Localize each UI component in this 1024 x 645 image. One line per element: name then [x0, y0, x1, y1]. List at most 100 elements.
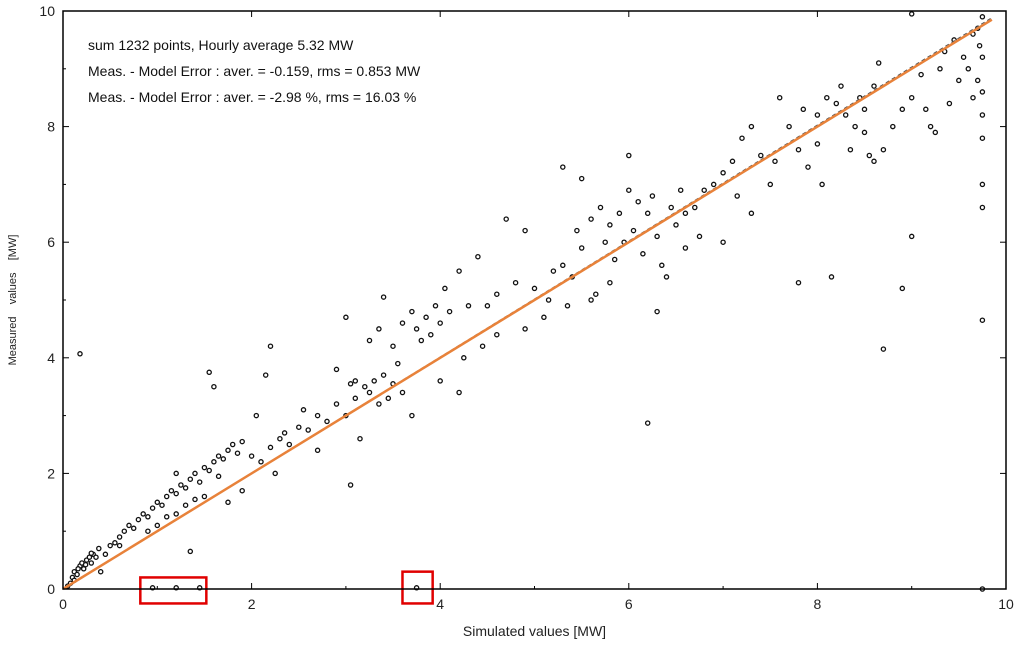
scatter-point	[225, 499, 231, 506]
scatter-point	[277, 435, 283, 442]
scatter-point	[77, 351, 83, 357]
scatter-point	[976, 42, 983, 49]
scatter-point	[456, 268, 462, 274]
scatter-point	[550, 268, 557, 274]
scatter-point	[300, 407, 307, 413]
y-tick-label: 4	[47, 350, 55, 366]
scatter-point	[795, 279, 802, 286]
scatter-point	[564, 303, 571, 309]
scatter-point	[946, 100, 953, 107]
scatter-point	[899, 285, 906, 292]
scatter-point	[970, 94, 976, 101]
scatter-point	[187, 476, 194, 482]
x-axis-title: Simulated values [MW]	[463, 623, 606, 639]
scatter-point	[206, 467, 212, 474]
scatter-point	[979, 89, 986, 95]
scatter-point	[758, 152, 764, 159]
scatter-point	[385, 395, 392, 402]
scatter-point	[937, 66, 943, 72]
axis-ticks: 0 2 4 6 8 10 0 2 4 6 8 10	[39, 3, 1014, 612]
scatter-point	[682, 210, 689, 217]
scatter-point	[173, 511, 179, 517]
scatter-point	[654, 308, 660, 315]
scatter-point	[588, 297, 594, 303]
scatter-point	[352, 395, 359, 402]
scatter-point	[88, 550, 95, 556]
scatter-point	[395, 360, 401, 367]
scatter-point	[182, 485, 189, 491]
y-axis-title: Measured values [MW]	[7, 235, 19, 366]
scatter-point	[918, 71, 924, 78]
scatter-point	[574, 227, 580, 234]
scatter-point	[220, 456, 227, 462]
scatter-point	[875, 60, 882, 66]
scatter-point	[805, 164, 811, 170]
scatter-point	[852, 123, 858, 130]
scatter-point	[229, 441, 236, 448]
x-tick-label: 6	[625, 596, 633, 612]
scatter-point	[979, 14, 986, 20]
scatter-point	[710, 181, 717, 188]
scatter-point	[107, 542, 113, 549]
scatter-point	[484, 303, 491, 309]
y-tick-label: 0	[47, 581, 55, 597]
scatter-point	[663, 274, 670, 280]
scatter-point	[215, 473, 222, 480]
scatter-point	[347, 482, 354, 488]
annotation-line: sum 1232 points, Hourly average 5.32 MW	[88, 37, 354, 53]
scatter-point	[286, 441, 293, 448]
scatter-point	[611, 256, 618, 263]
scatter-point	[267, 343, 274, 349]
scatter-point	[262, 372, 269, 378]
scatter-point	[494, 291, 500, 297]
scatter-point	[677, 187, 684, 193]
scatter-point	[272, 470, 278, 477]
scatter-point	[187, 548, 194, 555]
scatter-point	[560, 262, 566, 269]
scatter-point	[923, 106, 929, 113]
scatter-point	[890, 123, 896, 130]
scatter-point	[828, 274, 835, 280]
scatter-point	[116, 534, 123, 540]
highlight-box	[139, 576, 208, 605]
scatter-point	[960, 54, 967, 60]
scatter-point	[659, 262, 665, 269]
scatter-point	[154, 499, 161, 506]
scatter-point	[333, 401, 340, 407]
scatter-point	[116, 542, 123, 549]
scatter-point	[173, 470, 179, 477]
scatter-point	[927, 123, 934, 130]
scatter-point	[866, 152, 873, 159]
scatter-point	[135, 516, 142, 523]
scatter-point	[908, 11, 915, 17]
scatter-point	[932, 129, 939, 136]
scatter-point	[399, 320, 406, 326]
scatter-point	[512, 279, 519, 286]
scatter-point	[640, 251, 646, 257]
scatter-point	[522, 227, 528, 234]
scatter-point	[130, 525, 137, 532]
scatter-point	[314, 412, 321, 419]
scatter-point	[974, 77, 981, 84]
x-tick-label: 8	[814, 596, 822, 612]
scatter-point	[748, 123, 755, 130]
scatter-point	[437, 378, 443, 384]
scatter-point	[776, 94, 783, 101]
scatter-point	[376, 401, 382, 407]
scatter-point	[168, 487, 175, 494]
scatter-point	[333, 366, 340, 373]
scatter-point	[578, 175, 585, 182]
scatter-point	[871, 83, 877, 89]
scatter-point	[588, 216, 594, 222]
y-tick-label: 10	[39, 3, 55, 19]
scatter-point	[522, 326, 528, 332]
scatter-point	[602, 239, 608, 245]
scatter-point	[154, 522, 161, 529]
scatter-point	[145, 514, 151, 520]
scatter-point	[211, 459, 217, 465]
scatter-point	[390, 343, 396, 349]
scatter-point	[908, 94, 915, 101]
scatter-point	[145, 528, 151, 534]
scatter-point	[682, 245, 689, 251]
scatter-point	[607, 222, 613, 228]
